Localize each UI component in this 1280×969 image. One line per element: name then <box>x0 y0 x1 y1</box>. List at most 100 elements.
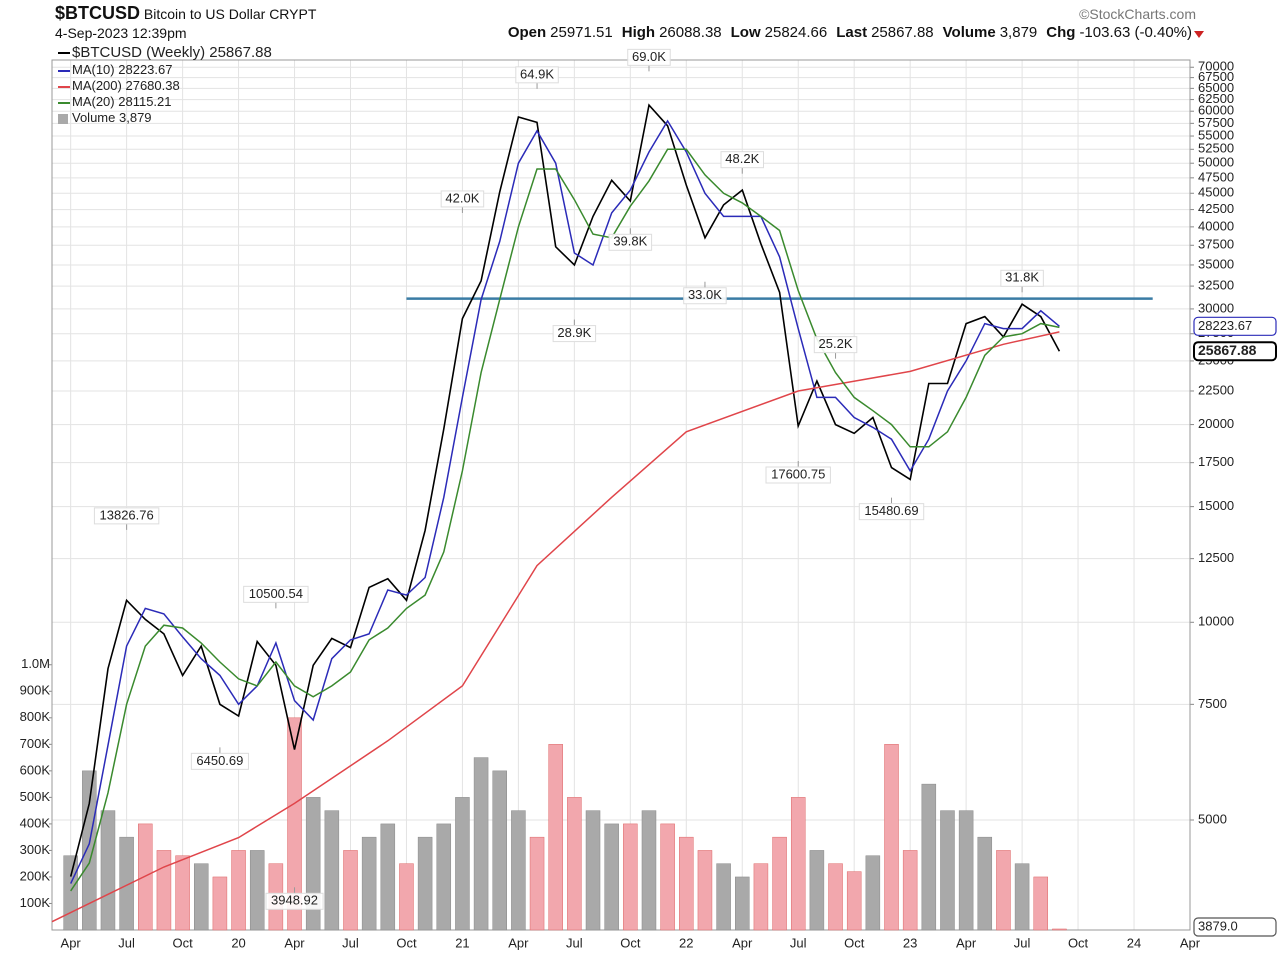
x-tick-label: Apr <box>732 935 753 950</box>
volume-tick-label: 700K <box>20 736 51 751</box>
annotation: 69.0K <box>632 49 666 64</box>
annotation-box <box>608 233 653 251</box>
volume-bar <box>473 757 489 931</box>
legend-item: $BTCUSD (Weekly) 25867.88 <box>58 44 272 61</box>
x-tick-label: Apr <box>284 935 305 950</box>
source: ©StockCharts.com <box>1079 6 1196 22</box>
quote-value: 3,879 <box>999 24 1038 41</box>
x-tick-label: Jul <box>1014 935 1031 950</box>
annotation: 13826.76 <box>100 507 154 522</box>
price-line <box>69 103 1061 877</box>
x-tick-label: Oct <box>844 935 865 950</box>
annotation: 64.9K <box>520 66 554 81</box>
volume-tick-label: 500K <box>20 789 51 804</box>
volume-bar <box>529 836 545 931</box>
y-tick-label: 20000 <box>1198 416 1234 431</box>
volume-bar <box>809 850 825 931</box>
legend-text: MA(20) 28115.21 <box>72 94 172 109</box>
value-tag-text: 25867.88 <box>1198 342 1257 358</box>
x-tick-label: Jul <box>790 935 807 950</box>
x-tick-label: Oct <box>620 935 641 950</box>
quote-name: High <box>621 24 656 41</box>
volume-bar <box>902 850 918 931</box>
volume-bar <box>100 810 116 931</box>
y-tick-label: 62500 <box>1198 91 1234 106</box>
x-tick-label: Oct <box>172 935 193 950</box>
volume-tick-label: 100K <box>20 895 51 910</box>
quote-name: Chg <box>1046 24 1076 41</box>
y-tick-label: 12500 <box>1198 550 1234 565</box>
y-tick-label: 30000 <box>1198 300 1234 315</box>
volume-bar <box>697 850 713 931</box>
annotation: 3948.92 <box>271 893 318 908</box>
legend-swatch <box>58 114 68 124</box>
annotation-box <box>1000 269 1044 287</box>
legend-value: 27680.38 <box>125 78 179 93</box>
legend-name: MA(10) <box>72 62 115 77</box>
y-tick-label: 70000 <box>1198 59 1234 74</box>
quote: Open 25971.51 High 26088.38 Low 25824.66 Last 2… <box>499 24 1192 41</box>
annotation: 6450.69 <box>196 753 243 768</box>
date: 4-Sep-2023 12:39pm <box>55 25 187 41</box>
annotation-box <box>627 48 671 66</box>
annotation: 48.2K <box>725 151 759 166</box>
volume-bar <box>846 871 862 931</box>
volume-bar <box>679 836 694 931</box>
volume-bar <box>753 863 769 931</box>
volume-bar <box>585 810 601 931</box>
ma-line <box>70 148 1060 892</box>
ma-line <box>70 119 1060 884</box>
subtitle: Bitcoin to US Dollar <box>143 6 266 22</box>
plot-frame <box>51 59 1191 931</box>
volume-tick-label: 1.0M <box>21 656 50 671</box>
annotation: 10500.54 <box>249 586 303 601</box>
volume-bar <box>716 863 731 931</box>
annotation-box <box>765 466 831 484</box>
quote-value: 25824.66 <box>764 24 828 41</box>
y-tick-label: 22500 <box>1198 382 1234 397</box>
y-tick-label: 32500 <box>1198 278 1234 293</box>
x-tick-label: 23 <box>903 935 917 950</box>
volume-bar <box>287 717 302 931</box>
legend-text: $BTCUSD (Weekly) 25867.88 <box>72 44 272 61</box>
value-tag <box>1193 341 1277 362</box>
volume-bar <box>828 863 843 931</box>
quote-value: 25971.51 <box>550 24 613 41</box>
quote-name: Low <box>730 24 761 41</box>
ma-line <box>51 331 1060 923</box>
volume-bar <box>492 770 507 931</box>
x-tick-label: 22 <box>679 935 693 950</box>
volume-tick-label: 200K <box>20 868 51 883</box>
y-tick-label: 40000 <box>1198 218 1234 233</box>
volume-bar <box>623 823 638 931</box>
y-tick-label: 45000 <box>1198 185 1234 200</box>
x-tick-label: Jul <box>118 935 135 950</box>
annotation: 15480.69 <box>864 503 918 518</box>
header: $BTCUSD Bitcoin to US Dollar CRYPT <box>55 3 316 24</box>
volume-bar <box>511 810 526 931</box>
volume-bar <box>399 863 414 931</box>
quote-value: -103.63 (-0.40%) <box>1079 24 1192 41</box>
legend-value: 28115.21 <box>118 94 171 109</box>
annotation: 39.8K <box>613 234 647 249</box>
value-tag <box>1193 917 1277 937</box>
legend-name: MA(200) <box>72 78 122 93</box>
annotation: 33.0K <box>688 287 722 302</box>
volume-bar <box>1014 863 1030 931</box>
volume-tick-label: 900K <box>20 683 51 698</box>
volume-tick-label: 800K <box>20 709 51 724</box>
y-tick-label: 47500 <box>1198 169 1234 184</box>
annotation-box <box>683 287 727 305</box>
volume-bar <box>343 850 358 931</box>
volume-bar <box>138 823 153 931</box>
y-tick-label: 42500 <box>1198 201 1234 216</box>
y-tick-label: 35000 <box>1198 256 1234 271</box>
volume-tick-label: 300K <box>20 842 51 857</box>
legend-item: MA(200) 27680.38 <box>58 78 180 93</box>
volume-bar <box>1052 928 1067 931</box>
legend-name: MA(20) <box>72 94 115 109</box>
annotation-box <box>243 585 309 603</box>
volume-bar <box>790 797 806 931</box>
